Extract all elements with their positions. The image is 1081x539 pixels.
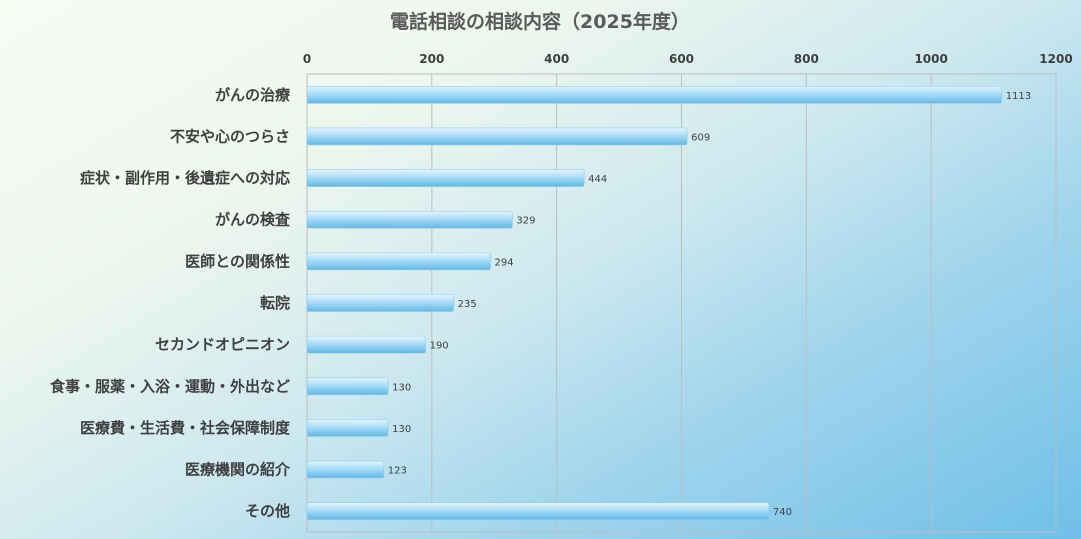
chart-title: 電話相談の相談内容（2025年度） <box>390 10 690 33</box>
bar <box>306 127 688 146</box>
bar <box>306 335 426 354</box>
x-tick-label: 600 <box>669 52 694 66</box>
data-label: 190 <box>430 341 449 352</box>
bar <box>306 210 513 229</box>
data-label: 130 <box>392 424 411 435</box>
category-label: 不安や心のつらさ <box>170 127 290 145</box>
data-labels: 1113 609 444 329 294 235 190 130 130 123 740 <box>388 91 1031 518</box>
category-label: 症状・副作用・後遺症への対応 <box>80 169 290 187</box>
category-label: 転院 <box>260 294 290 312</box>
data-label: 235 <box>458 299 477 310</box>
gridlines <box>431 74 932 532</box>
x-tick-label: 1000 <box>914 52 947 66</box>
data-label: 609 <box>691 132 710 143</box>
x-tick-label: 1200 <box>1039 52 1072 66</box>
bar <box>306 252 491 271</box>
x-axis-tick-labels: 0 200 400 600 800 1000 1200 <box>303 52 1073 66</box>
category-label: 医療機関の紹介 <box>185 461 291 479</box>
bar <box>306 86 1002 104</box>
bars <box>306 86 1002 520</box>
category-label: その他 <box>245 502 290 520</box>
category-label: セカンドオピニオン <box>155 336 290 354</box>
x-tick-label: 0 <box>303 52 311 66</box>
data-label: 444 <box>588 174 607 185</box>
category-label: 医療費・生活費・社会保障制度 <box>80 419 291 437</box>
bar <box>306 294 454 312</box>
data-label: 294 <box>495 257 514 268</box>
bar <box>306 419 389 437</box>
data-label: 740 <box>773 507 792 518</box>
data-label: 1113 <box>1006 91 1031 102</box>
category-label: がんの検査 <box>215 211 291 229</box>
category-labels: がんの治療不安や心のつらさ症状・副作用・後遺症への対応がんの検査医師との関係性転… <box>50 86 291 520</box>
x-tick-label: 400 <box>544 52 569 66</box>
data-label: 130 <box>392 382 411 393</box>
data-label: 329 <box>516 216 535 227</box>
x-tick-label: 200 <box>419 52 444 66</box>
category-label: 食事・服薬・入浴・運動・外出など <box>50 377 290 395</box>
data-label: 123 <box>388 466 407 477</box>
bar <box>306 169 585 187</box>
bar <box>306 460 385 479</box>
x-tick-label: 800 <box>794 52 819 66</box>
category-label: がんの治療 <box>215 86 291 104</box>
bar <box>306 377 389 396</box>
category-label: 医師との関係性 <box>185 252 290 270</box>
bar <box>306 502 770 520</box>
